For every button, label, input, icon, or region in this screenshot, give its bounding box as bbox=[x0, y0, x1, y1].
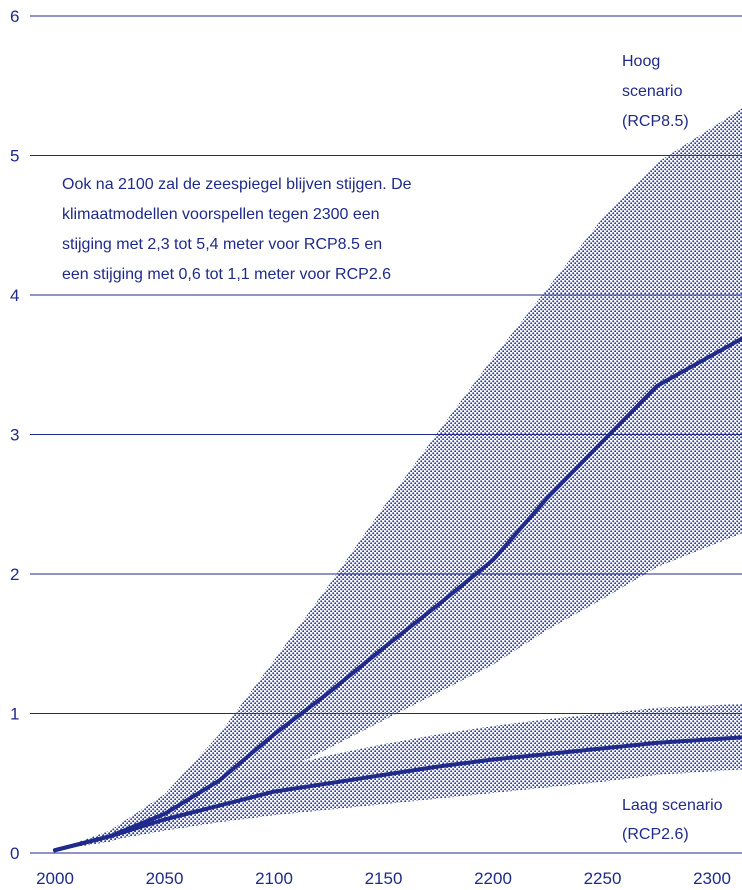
series-label-low-line: Laag scenario bbox=[622, 797, 723, 814]
series-label-high: Hoog scenario (RCP8.5) bbox=[622, 53, 689, 130]
annotation-text: Ook na 2100 zal de zeespiegel blijven st… bbox=[62, 176, 416, 283]
y-axis-tick-labels: 0 1 2 3 4 5 6 bbox=[10, 7, 19, 863]
annotation-line: Ook na 2100 zal de zeespiegel blijven st… bbox=[62, 176, 412, 193]
x-axis-tick-labels: 2000 2050 2100 2150 2200 2250 2300 bbox=[36, 869, 731, 888]
high-scenario-band bbox=[55, 108, 742, 851]
x-tick-label: 2300 bbox=[693, 869, 731, 888]
y-tick-label: 3 bbox=[10, 426, 19, 445]
x-tick-label: 2100 bbox=[255, 869, 293, 888]
uncertainty-bands bbox=[55, 108, 742, 851]
series-label-low: Laag scenario (RCP2.6) bbox=[622, 797, 727, 843]
low-scenario-band bbox=[55, 703, 742, 851]
x-tick-label: 2000 bbox=[36, 869, 74, 888]
y-tick-label: 6 bbox=[10, 7, 19, 26]
low-scenario-line bbox=[53, 735, 742, 853]
annotation-line: stijging met 2,3 tot 5,4 meter voor RCP8… bbox=[62, 236, 382, 253]
high-scenario-line bbox=[53, 336, 742, 853]
y-tick-label: 4 bbox=[10, 286, 19, 305]
y-tick-label: 0 bbox=[10, 844, 19, 863]
y-tick-label: 2 bbox=[10, 565, 19, 584]
x-tick-label: 2150 bbox=[365, 869, 403, 888]
series-label-high-line: Hoog bbox=[622, 53, 660, 70]
annotation-line: klimaatmodellen voorspellen tegen 2300 e… bbox=[62, 206, 380, 223]
y-tick-label: 1 bbox=[10, 705, 19, 724]
series-label-high-line: (RCP8.5) bbox=[622, 113, 689, 130]
x-tick-label: 2200 bbox=[474, 869, 512, 888]
series-label-high-line: scenario bbox=[622, 83, 683, 100]
y-tick-label: 5 bbox=[10, 147, 19, 166]
series-lines bbox=[53, 336, 742, 853]
x-tick-label: 2050 bbox=[146, 869, 184, 888]
series-label-low-line: (RCP2.6) bbox=[622, 826, 689, 843]
x-tick-label: 2250 bbox=[584, 869, 622, 888]
annotation-line: een stijging met 0,6 tot 1,1 meter voor … bbox=[62, 266, 391, 283]
